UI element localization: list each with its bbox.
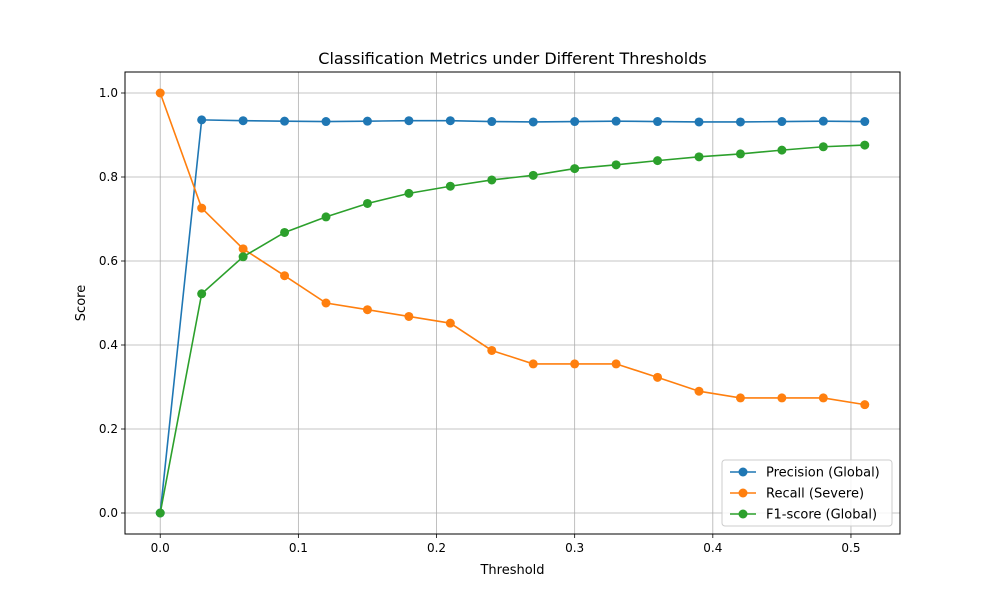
- series-f1-score-global: [155, 140, 870, 518]
- data-point-recall-severe: [404, 311, 414, 321]
- data-point-precision-global: [653, 117, 663, 127]
- data-point-f1-score-global: [735, 149, 745, 159]
- x-tick-label: 0.1: [289, 541, 308, 555]
- y-tick-label: 0.4: [99, 338, 118, 352]
- data-point-recall-severe: [321, 298, 331, 308]
- x-tick-label: 0.5: [841, 541, 860, 555]
- data-point-recall-severe: [570, 359, 580, 369]
- legend: Precision (Global) Recall (Severe) F1-scor…: [721, 459, 893, 527]
- data-point-f1-score-global: [445, 181, 455, 191]
- legend-label: F1-score (Global): [766, 508, 877, 523]
- data-point-precision-global: [735, 117, 745, 127]
- data-point-recall-severe: [445, 318, 455, 328]
- y-tick-label: 0.6: [99, 254, 118, 268]
- data-point-f1-score-global: [694, 152, 704, 162]
- legend-label: Recall (Severe): [766, 487, 864, 502]
- axis-ticks: 0.0 0.1 0.2 0.3 0.4 0.5 0.0 0.2 0.4 0.6 0.8 1.0: [99, 86, 861, 555]
- data-point-precision-global: [694, 117, 704, 127]
- data-point-f1-score-global: [362, 198, 372, 208]
- data-point-precision-global: [238, 116, 248, 126]
- x-tick-label: 0.4: [703, 541, 722, 555]
- data-point-recall-severe: [362, 305, 372, 315]
- data-point-recall-severe: [818, 393, 828, 403]
- data-point-f1-score-global: [155, 508, 165, 518]
- data-point-f1-score-global: [818, 142, 828, 152]
- plot-frame: [124, 71, 901, 535]
- data-point-precision-global: [362, 116, 372, 126]
- data-point-recall-severe: [155, 88, 165, 98]
- series-line-f1-score-global: [159, 144, 865, 514]
- series-group: [155, 88, 870, 518]
- data-point-f1-score-global: [280, 227, 290, 237]
- data-point-f1-score-global: [860, 140, 870, 150]
- legend-box: [721, 459, 893, 527]
- legend-marker: [738, 488, 748, 498]
- data-point-f1-score-global: [570, 164, 580, 174]
- data-point-f1-score-global: [777, 145, 787, 155]
- data-point-recall-severe: [238, 244, 248, 254]
- legend-marker: [738, 467, 748, 477]
- data-point-f1-score-global: [197, 289, 207, 299]
- data-point-recall-severe: [487, 345, 497, 355]
- y-tick-label: 0.8: [99, 170, 118, 184]
- chart-title: Classification Metrics under Different T…: [318, 49, 706, 68]
- data-point-precision-global: [777, 117, 787, 127]
- y-tick-label: 1.0: [99, 86, 118, 100]
- data-point-f1-score-global: [653, 156, 663, 166]
- data-point-recall-severe: [694, 386, 704, 396]
- data-point-precision-global: [528, 117, 538, 127]
- data-point-precision-global: [860, 117, 870, 127]
- series-line-recall-severe: [159, 92, 865, 406]
- series-line-precision-global: [159, 119, 865, 514]
- y-tick-label: 0.2: [99, 422, 118, 436]
- data-point-recall-severe: [777, 393, 787, 403]
- data-point-f1-score-global: [238, 252, 248, 262]
- x-tick-label: 0.2: [427, 541, 446, 555]
- data-point-f1-score-global: [611, 160, 621, 170]
- data-point-precision-global: [321, 117, 331, 127]
- y-tick-label: 0.0: [99, 506, 118, 520]
- data-point-recall-severe: [528, 359, 538, 369]
- data-point-precision-global: [445, 116, 455, 126]
- data-point-recall-severe: [197, 203, 207, 213]
- data-point-precision-global: [818, 116, 828, 126]
- x-tick-label: 0.3: [565, 541, 584, 555]
- data-point-recall-severe: [611, 359, 621, 369]
- legend-label: Precision (Global): [766, 466, 880, 481]
- data-point-f1-score-global: [487, 175, 497, 185]
- data-point-recall-severe: [735, 393, 745, 403]
- legend-marker: [738, 509, 748, 519]
- x-axis-label: Threshold: [479, 563, 544, 578]
- data-point-precision-global: [487, 117, 497, 127]
- data-point-precision-global: [611, 116, 621, 126]
- y-axis-label: Score: [74, 285, 89, 321]
- data-point-recall-severe: [860, 400, 870, 410]
- data-point-f1-score-global: [528, 170, 538, 180]
- data-point-f1-score-global: [404, 188, 414, 198]
- data-point-precision-global: [280, 116, 290, 126]
- data-point-recall-severe: [653, 372, 663, 382]
- data-point-precision-global: [404, 116, 414, 126]
- series-recall-severe: [155, 88, 870, 410]
- data-point-f1-score-global: [321, 212, 331, 222]
- data-point-precision-global: [197, 115, 207, 125]
- data-point-precision-global: [570, 117, 580, 127]
- x-tick-label: 0.0: [151, 541, 170, 555]
- data-point-recall-severe: [280, 271, 290, 281]
